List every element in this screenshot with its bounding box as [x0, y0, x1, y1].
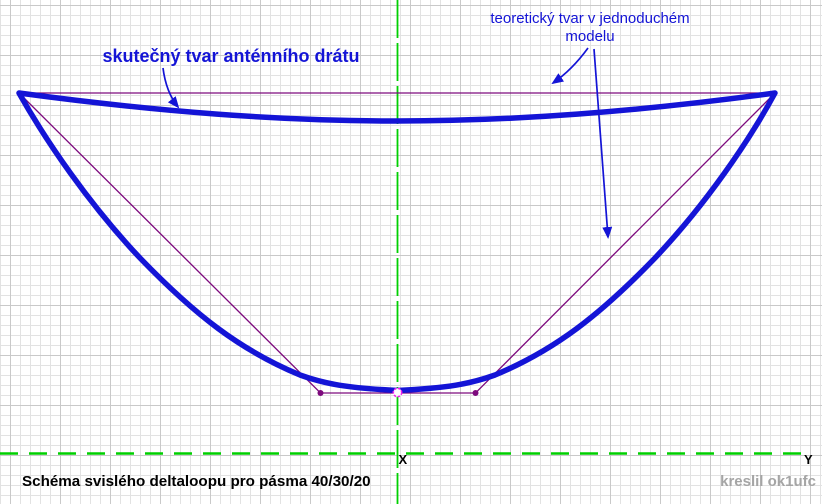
credit-text: kreslil ok1ufc — [720, 473, 816, 490]
bottom-node-right — [472, 390, 479, 396]
axis-label-x: X — [399, 452, 408, 467]
theoretical-label-line2: modelu — [565, 28, 614, 45]
actual-wire-label: skutečný tvar anténního drátu — [102, 46, 359, 66]
arrow-to-theoretical-side — [593, 48, 613, 239]
axis-label-y: Y — [804, 452, 813, 467]
feedpoint-circle — [392, 387, 403, 398]
caption-text: Schéma svislého deltaloopu pro pásma 40/… — [22, 473, 371, 490]
antenna-wire-path — [16, 90, 778, 394]
bottom-node-left — [317, 390, 324, 396]
arrow-to-theoretical-top — [551, 47, 589, 85]
theoretical-label-line1: teoretický tvar v jednoduchém — [490, 10, 689, 27]
arrow-to-actual-wire — [162, 67, 180, 109]
